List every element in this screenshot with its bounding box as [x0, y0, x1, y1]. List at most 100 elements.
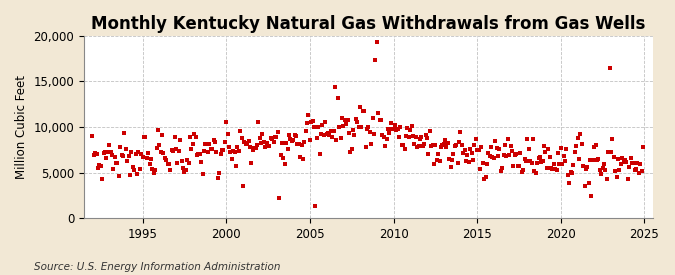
Point: [150, 168, 161, 172]
Point: [512, 164, 523, 168]
Point: [316, 132, 327, 136]
Point: [218, 148, 229, 153]
Point: [115, 145, 126, 150]
Point: [558, 154, 569, 158]
Point: [560, 158, 570, 163]
Point: [112, 161, 123, 165]
Point: [281, 141, 292, 145]
Point: [511, 152, 522, 156]
Point: [243, 138, 254, 143]
Point: [332, 96, 343, 100]
Point: [533, 155, 544, 160]
Point: [120, 147, 131, 151]
Point: [239, 140, 250, 145]
Point: [248, 146, 259, 150]
Point: [98, 151, 109, 155]
Point: [574, 157, 585, 161]
Point: [284, 133, 294, 137]
Point: [417, 144, 428, 148]
Point: [459, 148, 470, 153]
Point: [404, 134, 414, 139]
Point: [516, 170, 527, 174]
Point: [426, 144, 437, 148]
Point: [447, 158, 458, 162]
Point: [259, 139, 269, 144]
Point: [443, 141, 454, 145]
Point: [394, 134, 404, 139]
Point: [97, 177, 107, 181]
Point: [194, 151, 205, 156]
Point: [553, 150, 564, 155]
Point: [323, 130, 333, 135]
Point: [300, 128, 311, 133]
Point: [611, 175, 622, 180]
Point: [462, 153, 472, 157]
Point: [321, 131, 332, 136]
Point: [572, 136, 583, 140]
Point: [579, 184, 590, 188]
Point: [465, 147, 476, 151]
Point: [414, 137, 425, 142]
Point: [410, 134, 421, 139]
Point: [454, 140, 464, 144]
Point: [178, 166, 188, 170]
Point: [101, 156, 112, 161]
Point: [235, 128, 246, 133]
Point: [147, 166, 158, 171]
Point: [113, 174, 124, 178]
Point: [480, 175, 491, 180]
Point: [381, 137, 392, 141]
Point: [257, 131, 268, 136]
Point: [260, 145, 271, 149]
Point: [431, 158, 442, 163]
Point: [138, 134, 149, 139]
Point: [333, 125, 344, 129]
Point: [638, 145, 649, 149]
Point: [201, 142, 212, 146]
Point: [109, 154, 120, 159]
Point: [223, 145, 234, 149]
Point: [342, 118, 353, 122]
Point: [264, 144, 275, 148]
Point: [279, 161, 290, 166]
Point: [267, 137, 277, 141]
Point: [268, 140, 279, 144]
Point: [508, 164, 519, 168]
Point: [620, 158, 630, 162]
Point: [274, 196, 285, 200]
Point: [595, 168, 605, 172]
Point: [299, 140, 310, 144]
Point: [586, 194, 597, 198]
Point: [422, 135, 433, 140]
Point: [408, 134, 418, 139]
Point: [189, 132, 200, 137]
Point: [292, 142, 302, 147]
Point: [331, 138, 342, 142]
Point: [412, 145, 423, 149]
Point: [504, 152, 514, 157]
Point: [622, 177, 633, 181]
Point: [366, 142, 377, 147]
Point: [311, 136, 322, 141]
Point: [439, 138, 450, 143]
Point: [142, 150, 153, 155]
Point: [629, 168, 640, 172]
Point: [413, 144, 424, 148]
Point: [388, 126, 399, 131]
Point: [466, 151, 477, 156]
Point: [425, 129, 435, 133]
Point: [562, 173, 573, 178]
Point: [196, 160, 207, 164]
Point: [338, 124, 349, 128]
Point: [306, 120, 317, 124]
Point: [169, 135, 180, 140]
Point: [213, 176, 223, 180]
Title: Monthly Kentucky Natural Gas Withdrawals from Gas Wells: Monthly Kentucky Natural Gas Withdrawals…: [91, 15, 645, 33]
Point: [385, 121, 396, 125]
Point: [125, 173, 136, 177]
Point: [479, 177, 489, 181]
Point: [369, 131, 379, 136]
Point: [364, 130, 375, 135]
Point: [600, 167, 611, 172]
Point: [472, 148, 483, 153]
